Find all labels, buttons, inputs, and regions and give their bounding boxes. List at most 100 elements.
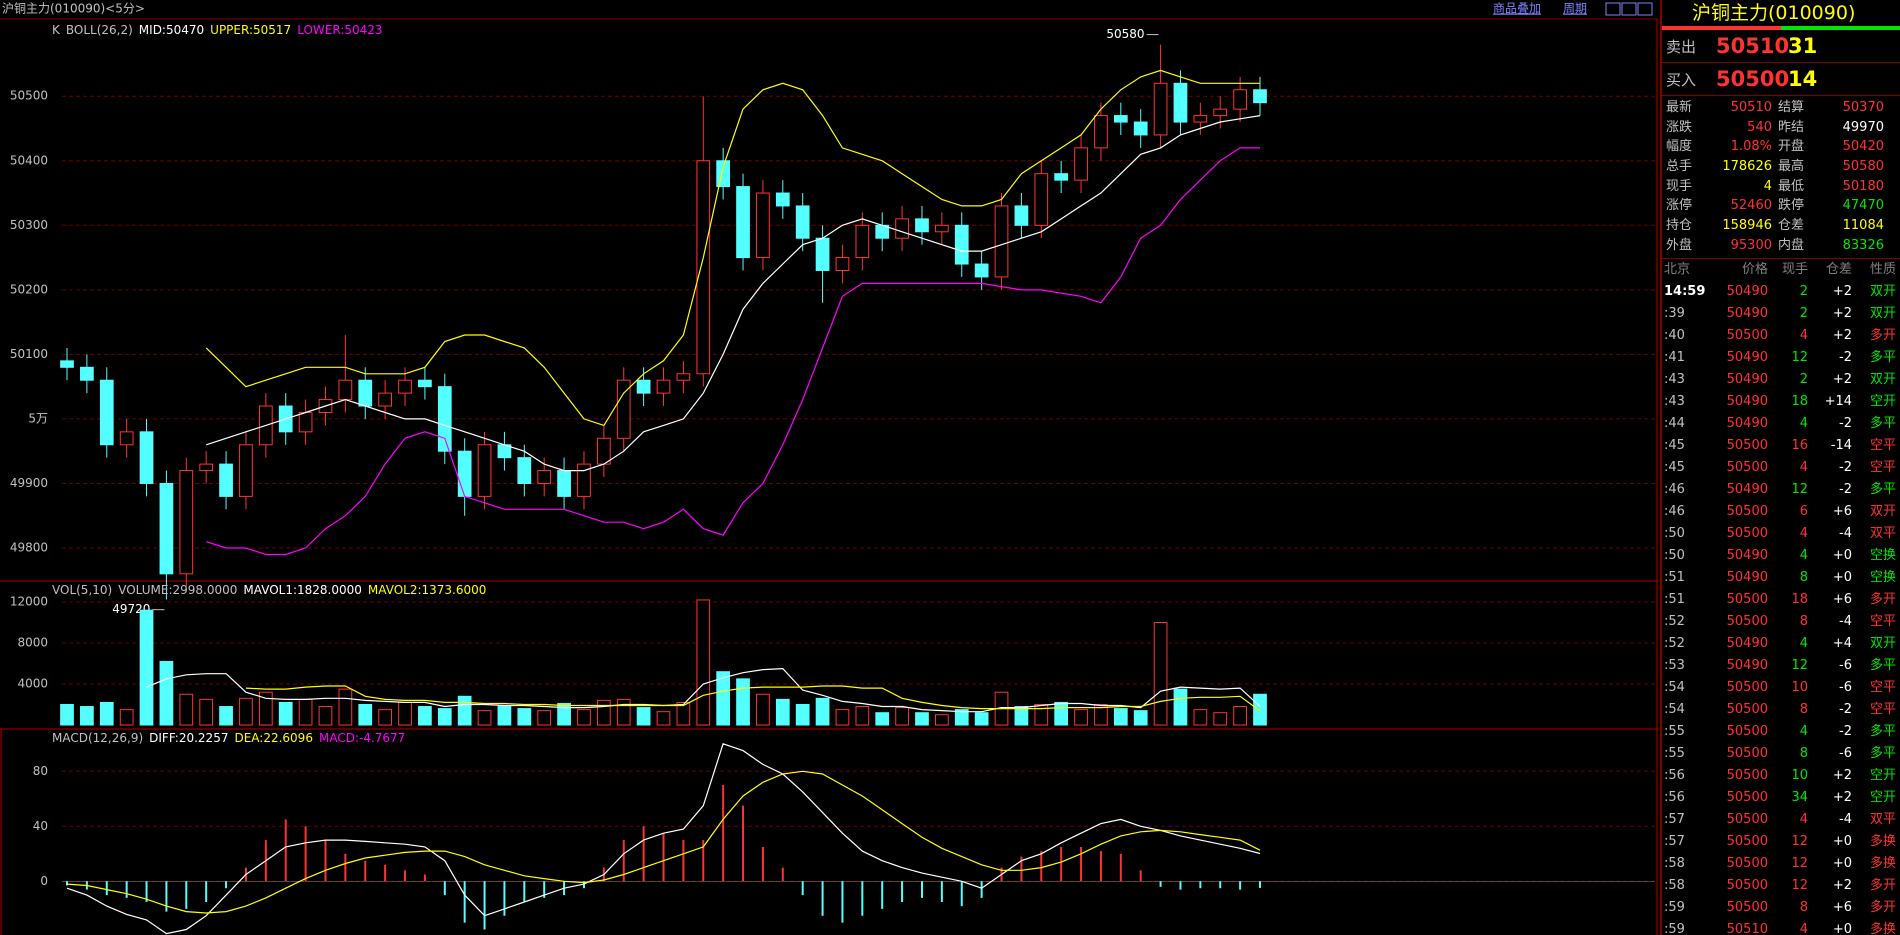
tick-row: :39 50490 2 +2 双开 <box>1662 303 1900 325</box>
type: 多平 <box>1869 723 1896 739</box>
time: :50 <box>1664 525 1685 541</box>
period-button[interactable]: 周期 <box>1563 2 1587 16</box>
candle-body <box>378 392 392 407</box>
change: -2 <box>1839 459 1852 475</box>
price: 50500 <box>1726 679 1768 695</box>
candle-body <box>298 411 313 433</box>
tick-row: :53 50490 12 -6 多平 <box>1662 655 1900 677</box>
volume-bar <box>398 701 412 726</box>
stat-value: 4 <box>1763 178 1772 194</box>
type: 空开 <box>1869 767 1896 783</box>
legend-item: LOWER:50423 <box>297 23 382 37</box>
volume-bar <box>278 701 293 726</box>
volume-bar <box>99 701 114 726</box>
candle-body <box>1113 115 1128 123</box>
tick-row: :51 50490 8 +0 空换 <box>1662 567 1900 589</box>
y-tick-label: 8000 <box>17 635 48 649</box>
stat-value: 47470 <box>1842 198 1884 214</box>
stat-label: 内盘 <box>1778 237 1805 253</box>
type: 双开 <box>1869 305 1896 321</box>
candle-body <box>418 379 432 388</box>
legend-item: VOL(5,10) <box>52 583 112 597</box>
change: +2 <box>1832 789 1852 805</box>
change: +2 <box>1832 305 1852 321</box>
price: 50500 <box>1726 767 1768 783</box>
volume-bar <box>636 707 651 726</box>
y-tick-label: 0 <box>40 874 48 888</box>
zoom-button[interactable] <box>1621 2 1637 16</box>
tick-row: :57 50500 12 +0 多换 <box>1662 831 1900 853</box>
volume-bar <box>1193 709 1208 726</box>
price: 50500 <box>1726 503 1768 519</box>
change: -2 <box>1839 481 1852 497</box>
y-tick-label: 50300 <box>10 218 48 232</box>
tick-row: :54 50500 8 -2 空平 <box>1662 699 1900 721</box>
time: :39 <box>1664 305 1685 321</box>
volume-bar <box>497 705 512 726</box>
candle-body <box>1014 205 1029 226</box>
candle-body <box>994 205 1009 278</box>
volume: 8 <box>1799 569 1808 585</box>
volume-bar <box>537 710 552 726</box>
tick-row: :50 50500 4 -4 双平 <box>1662 523 1900 545</box>
price: 50500 <box>1726 613 1768 629</box>
candle-body <box>775 192 790 207</box>
time: :55 <box>1664 745 1685 761</box>
candle-body <box>1074 147 1088 181</box>
legend-item: UPPER:50517 <box>210 23 291 37</box>
y-tick-label: 50200 <box>10 282 48 296</box>
candle-body <box>358 379 373 407</box>
change: +14 <box>1824 393 1852 409</box>
volume-bar <box>1133 710 1148 726</box>
volume: 10 <box>1791 679 1808 695</box>
high-annotation: 50580 <box>1106 27 1144 41</box>
volume-bar <box>119 709 134 726</box>
price: 50500 <box>1726 745 1768 761</box>
price: 50500 <box>1726 437 1768 453</box>
candle-body <box>636 379 651 394</box>
price: 50500 <box>1726 833 1768 849</box>
type: 多开 <box>1869 877 1896 893</box>
time: :46 <box>1664 481 1685 497</box>
candle-body <box>159 482 174 575</box>
type: 多换 <box>1869 833 1896 849</box>
tick-row: :45 50500 4 -2 空平 <box>1662 457 1900 479</box>
y-tick-label: 4000 <box>17 676 48 690</box>
type: 多平 <box>1869 481 1896 497</box>
label: 卖出 <box>1666 37 1697 56</box>
volume-bar <box>935 714 949 726</box>
volume: 4 <box>1799 811 1808 827</box>
stat-value: 158946 <box>1722 218 1772 234</box>
zoom-button[interactable] <box>1605 2 1621 16</box>
candle-body <box>119 431 134 446</box>
stat-label: 现手 <box>1666 178 1693 194</box>
change: +0 <box>1832 855 1852 871</box>
y-tick-label: 40 <box>33 819 48 833</box>
change: -2 <box>1839 415 1852 431</box>
volume-bar <box>577 709 591 726</box>
tick-row: 14:59 50490 2 +2 双开 <box>1662 281 1900 303</box>
type: 多平 <box>1869 657 1896 673</box>
tick-row: :56 50500 10 +2 空开 <box>1662 765 1900 787</box>
candle-body <box>795 205 810 239</box>
tick-list: 14:59 50490 2 +2 双开:39 50490 2 +2 双开:40 50500 4 +2 多… <box>1662 281 1900 935</box>
buy-row: 买入 50500 14 <box>1662 63 1900 96</box>
y-tick-label: 12000 <box>10 594 48 608</box>
tick-row: :58 50500 12 +0 多换 <box>1662 853 1900 875</box>
volume-bar <box>1014 706 1029 726</box>
zoom-button[interactable] <box>1637 2 1653 16</box>
type: 空平 <box>1869 613 1896 629</box>
price: 50500 <box>1726 877 1768 893</box>
volume: 18 <box>1791 393 1808 409</box>
tick-row: :55 50500 4 -2 多平 <box>1662 721 1900 743</box>
candle-body <box>616 379 631 439</box>
y-tick-label: 50500 <box>10 89 48 103</box>
price: 50500 <box>1726 327 1768 343</box>
time: :58 <box>1664 877 1685 893</box>
overlay-button[interactable]: 商品叠加 <box>1493 1 1541 16</box>
volume-bar <box>1034 703 1049 726</box>
time: :40 <box>1664 327 1685 343</box>
stat-value: 50180 <box>1842 178 1884 194</box>
candle-body <box>1054 173 1069 181</box>
candle-body <box>954 224 969 265</box>
